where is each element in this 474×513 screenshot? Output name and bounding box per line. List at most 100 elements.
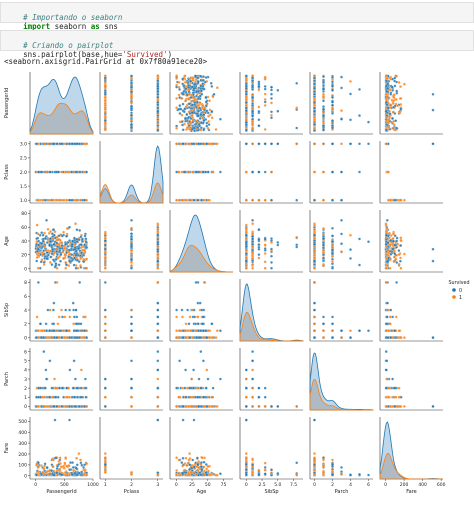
- scatter-point: [244, 97, 248, 101]
- scatter-point: [85, 170, 88, 174]
- scatter-point: [392, 126, 395, 130]
- scatter-point: [322, 107, 325, 111]
- scatter-point: [48, 243, 51, 247]
- scatter-point: [386, 87, 390, 90]
- scatter-point: [188, 77, 192, 81]
- scatter-point: [263, 128, 267, 131]
- scatter-point: [74, 222, 77, 226]
- scatter-point: [295, 198, 299, 202]
- scatter-point: [263, 84, 267, 88]
- scatter-point: [43, 256, 47, 260]
- scatter-point: [103, 92, 107, 96]
- scatter-point: [181, 123, 184, 127]
- scatter-point: [385, 77, 389, 81]
- scatter-point: [244, 118, 248, 122]
- scatter-point: [61, 250, 65, 254]
- scatter-point: [85, 142, 89, 146]
- scatter-point: [387, 126, 391, 129]
- scatter-point: [276, 109, 280, 113]
- scatter-point: [177, 93, 181, 97]
- scatter-point: [276, 88, 280, 92]
- code-cell-pairplot[interactable]: # Criando o pairplot sns.pairplot(base,h…: [0, 30, 474, 59]
- scatter-point: [62, 230, 65, 234]
- scatter-point: [331, 119, 334, 123]
- scatter-point: [130, 74, 133, 78]
- scatter-point: [202, 119, 206, 122]
- scatter-point: [103, 85, 107, 89]
- scatter-point: [391, 88, 395, 92]
- scatter-point: [199, 84, 203, 88]
- scatter-point: [201, 78, 205, 82]
- scatter-point: [175, 74, 179, 78]
- scatter-point: [79, 264, 82, 267]
- scatter-point: [388, 104, 392, 107]
- scatter-point: [403, 82, 406, 86]
- scatter-point: [313, 101, 316, 104]
- scatter-point: [390, 85, 394, 89]
- scatter-point: [51, 198, 55, 202]
- scatter-point: [35, 237, 39, 241]
- scatter-point: [210, 110, 214, 113]
- comment-text: # Importando o seaborn: [23, 13, 123, 22]
- scatter-point: [181, 128, 185, 132]
- scatter-point: [85, 266, 89, 270]
- scatter-point: [394, 98, 398, 101]
- scatter-point: [257, 124, 261, 128]
- code-cell-import[interactable]: # Importando o seaborn import seaborn as…: [0, 2, 474, 31]
- scatter-point: [257, 170, 261, 174]
- scatter-point: [67, 252, 71, 256]
- scatter-point: [214, 142, 218, 146]
- scatter-point: [103, 266, 107, 270]
- scatter-point: [349, 142, 352, 146]
- scatter-point: [251, 93, 255, 96]
- scatter-point: [257, 84, 261, 88]
- scatter-point: [178, 88, 182, 91]
- scatter-point: [251, 96, 255, 99]
- scatter-point: [74, 266, 78, 270]
- scatter-point: [184, 80, 188, 84]
- pairplot-figure: PassengerId1.01.52.02.53.0Pclass02040608…: [4, 72, 470, 495]
- scatter-point: [84, 240, 88, 244]
- scatter-point: [43, 245, 47, 249]
- scatter-point: [207, 120, 211, 123]
- scatter-point: [331, 96, 334, 99]
- scatter-point: [83, 243, 86, 247]
- scatter-point: [57, 243, 61, 247]
- scatter-point: [244, 74, 248, 78]
- scatter-point: [103, 119, 107, 123]
- scatter-point: [181, 198, 185, 202]
- scatter-point: [385, 101, 388, 104]
- scatter-point: [186, 170, 190, 174]
- scatter-point: [48, 260, 52, 264]
- scatter-point: [331, 112, 334, 115]
- scatter-point: [181, 142, 185, 146]
- scatter-point: [82, 142, 86, 146]
- scatter-point: [386, 82, 390, 86]
- scatter-point: [130, 266, 133, 270]
- scatter-point: [392, 123, 396, 127]
- scatter-point: [62, 198, 65, 202]
- scatter-point: [64, 261, 68, 265]
- scatter-point: [201, 116, 205, 120]
- scatter-point: [175, 198, 179, 202]
- scatter-point: [340, 86, 343, 90]
- scatter-point: [62, 257, 65, 260]
- scatter-point: [191, 77, 195, 81]
- scatter-point: [195, 101, 199, 104]
- scatter-point: [331, 84, 334, 88]
- scatter-point: [331, 126, 334, 130]
- scatter-point: [40, 170, 44, 174]
- scatter-point: [331, 103, 334, 107]
- scatter-point: [77, 246, 81, 250]
- scatter-point: [270, 142, 273, 146]
- scatter-point: [397, 80, 401, 84]
- scatter-point: [50, 252, 54, 256]
- scatter-point: [130, 122, 133, 126]
- y-axis-label: Age: [4, 236, 10, 246]
- scatter-point: [203, 106, 207, 110]
- scatter-point: [199, 89, 203, 93]
- scatter-point: [263, 100, 267, 104]
- scatter-point: [393, 104, 397, 108]
- scatter-point: [52, 233, 56, 237]
- y-axis-label: Pclass: [4, 164, 10, 180]
